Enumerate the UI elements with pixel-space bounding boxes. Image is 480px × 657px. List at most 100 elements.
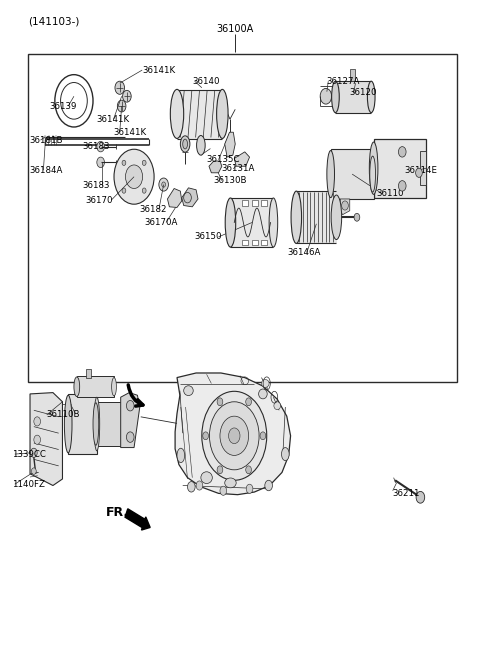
Ellipse shape [331, 195, 342, 240]
Text: 36183: 36183 [83, 142, 110, 151]
Ellipse shape [180, 136, 190, 152]
Bar [336, 81, 371, 112]
Polygon shape [168, 189, 182, 208]
Circle shape [142, 188, 146, 193]
Ellipse shape [216, 89, 228, 139]
Text: 36211: 36211 [393, 489, 420, 498]
Polygon shape [175, 373, 290, 495]
Ellipse shape [369, 142, 378, 194]
Circle shape [184, 193, 192, 203]
Circle shape [125, 165, 143, 189]
Circle shape [342, 201, 348, 210]
Polygon shape [209, 161, 222, 173]
Circle shape [220, 486, 227, 495]
Polygon shape [182, 188, 198, 207]
Text: 36110B: 36110B [47, 411, 80, 419]
Circle shape [162, 182, 166, 187]
FancyArrow shape [125, 509, 150, 530]
Ellipse shape [225, 478, 236, 487]
Circle shape [126, 401, 134, 411]
Bar [252, 200, 258, 206]
Bar [373, 139, 426, 198]
Text: 36130B: 36130B [214, 176, 247, 185]
Circle shape [34, 417, 40, 426]
Ellipse shape [367, 81, 375, 112]
Bar [96, 402, 122, 446]
Polygon shape [340, 199, 350, 215]
Text: 1339CC: 1339CC [12, 449, 46, 459]
Circle shape [32, 468, 36, 474]
Bar [252, 240, 258, 245]
Ellipse shape [93, 403, 99, 445]
Ellipse shape [74, 377, 80, 397]
Ellipse shape [201, 472, 212, 484]
Ellipse shape [265, 480, 273, 491]
Bar [230, 198, 274, 248]
Text: 36182: 36182 [140, 205, 168, 214]
Circle shape [122, 188, 126, 193]
Bar [262, 200, 267, 206]
Text: 36110: 36110 [376, 189, 404, 198]
Circle shape [246, 398, 252, 406]
Circle shape [217, 398, 223, 406]
Circle shape [320, 89, 332, 104]
Bar [177, 90, 222, 139]
Ellipse shape [188, 482, 195, 492]
Ellipse shape [259, 389, 267, 399]
Circle shape [217, 466, 223, 474]
Circle shape [142, 160, 146, 166]
Circle shape [34, 435, 40, 444]
Text: FR.: FR. [106, 507, 129, 520]
Bar [262, 240, 267, 245]
Polygon shape [30, 393, 62, 486]
Circle shape [203, 432, 208, 440]
Ellipse shape [94, 397, 100, 451]
Circle shape [220, 416, 249, 455]
Text: 36100A: 36100A [216, 24, 254, 34]
Ellipse shape [291, 191, 301, 244]
Circle shape [31, 448, 37, 457]
Text: 36184A: 36184A [29, 166, 62, 175]
Circle shape [60, 83, 87, 119]
Text: 36135C: 36135C [206, 155, 240, 164]
Circle shape [97, 157, 105, 168]
Circle shape [122, 91, 131, 102]
Polygon shape [120, 393, 140, 447]
Ellipse shape [225, 198, 236, 247]
Bar [296, 191, 337, 244]
Circle shape [97, 141, 105, 152]
Circle shape [115, 81, 124, 95]
Text: 36114E: 36114E [405, 166, 438, 175]
Ellipse shape [327, 150, 335, 198]
Bar [86, 369, 91, 378]
Circle shape [246, 484, 253, 493]
Circle shape [202, 392, 267, 480]
Ellipse shape [281, 447, 289, 461]
Bar [350, 70, 356, 81]
Text: 36141K: 36141K [97, 115, 130, 124]
Circle shape [398, 181, 406, 191]
Circle shape [246, 466, 252, 474]
Circle shape [126, 432, 134, 442]
Text: 36120: 36120 [350, 89, 377, 97]
Circle shape [398, 147, 406, 157]
Text: 36141K: 36141K [114, 127, 147, 137]
Ellipse shape [370, 156, 375, 192]
Text: 36131A: 36131A [221, 164, 254, 173]
Ellipse shape [177, 448, 185, 463]
Circle shape [55, 75, 93, 127]
Ellipse shape [197, 135, 205, 155]
Text: 36183: 36183 [83, 181, 110, 191]
Circle shape [159, 178, 168, 191]
Ellipse shape [112, 378, 116, 396]
Bar [68, 394, 97, 454]
Ellipse shape [269, 198, 278, 247]
Ellipse shape [170, 89, 184, 139]
Bar [77, 376, 114, 397]
Circle shape [114, 149, 154, 204]
Bar [242, 240, 248, 245]
Ellipse shape [184, 386, 193, 396]
Text: 36150: 36150 [195, 233, 222, 241]
Circle shape [196, 481, 203, 490]
Ellipse shape [183, 139, 188, 149]
